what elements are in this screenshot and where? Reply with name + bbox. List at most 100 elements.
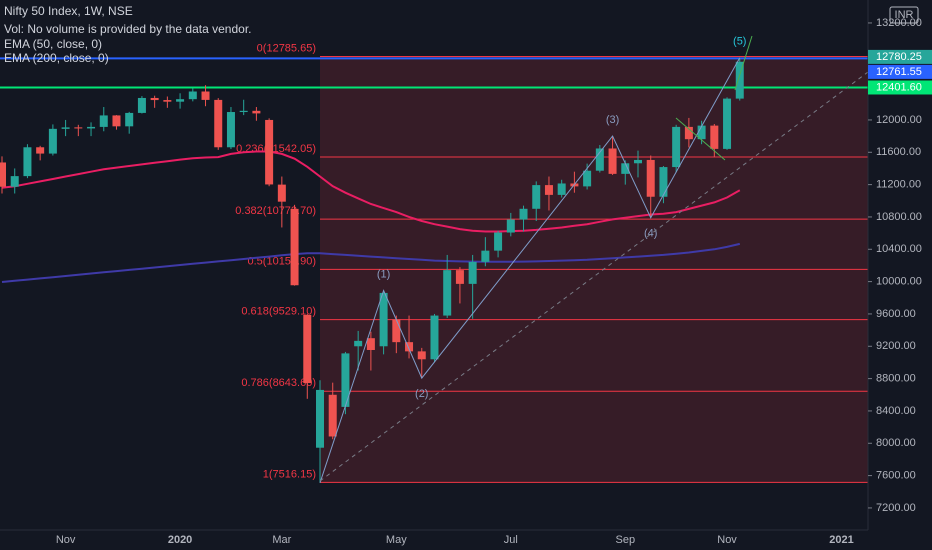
x-tick-label: Mar — [272, 534, 291, 546]
chart-subtitle: Vol: No volume is provided by the data v… — [4, 22, 251, 36]
x-tick-label: Jul — [504, 534, 518, 546]
candle-body — [634, 159, 642, 164]
y-tick-label: 7600.00 — [876, 470, 916, 482]
y-tick-label: 13200.00 — [876, 17, 922, 29]
fib-label: 0(12785.65) — [257, 42, 316, 54]
y-tick-label: 9600.00 — [876, 308, 916, 320]
candle-body — [214, 99, 223, 148]
x-tick-label: 2021 — [829, 534, 853, 546]
candle-body — [341, 353, 350, 407]
x-tick-label: May — [386, 534, 407, 546]
trend-line — [319, 71, 869, 482]
candle-body — [672, 126, 681, 168]
wave-label: (5) — [733, 36, 746, 48]
currency-label[interactable]: INR — [895, 9, 914, 21]
indicator-label: EMA (50, close, 0) — [4, 37, 102, 51]
candle-body — [176, 99, 185, 102]
candle-body — [481, 250, 490, 262]
candle-body — [519, 208, 528, 220]
candle-body — [265, 119, 274, 185]
candle-body — [201, 91, 210, 100]
candle-body — [430, 315, 439, 360]
candle-body — [544, 185, 553, 195]
candle-body — [506, 219, 515, 233]
price-badge-label: 12780.25 — [876, 51, 922, 63]
x-tick-label: Nov — [56, 534, 76, 546]
y-tick-label: 10800.00 — [876, 211, 922, 223]
wave-label: (1) — [377, 268, 390, 280]
candle-body — [150, 97, 159, 101]
candle-body — [723, 98, 732, 149]
y-tick-label: 7200.00 — [876, 502, 916, 514]
candle-body — [405, 342, 414, 352]
candle-body — [735, 61, 744, 99]
candle-body — [303, 314, 312, 384]
price-badge-label: 12401.60 — [876, 81, 922, 93]
y-tick-label: 10400.00 — [876, 243, 922, 255]
ema-line — [1, 242, 741, 283]
trend-line — [675, 117, 726, 161]
candle-body — [494, 232, 503, 251]
candle-body — [697, 125, 706, 140]
y-tick-label: 8800.00 — [876, 373, 916, 385]
candle-body — [0, 162, 6, 187]
y-tick-label: 12000.00 — [876, 114, 922, 126]
candle-body — [379, 292, 388, 347]
y-tick-label: 11200.00 — [876, 179, 921, 191]
candle-body — [163, 100, 172, 102]
candle-body — [354, 340, 363, 347]
candle-body — [455, 270, 464, 284]
candle-body — [583, 170, 592, 187]
candle-body — [316, 389, 324, 448]
chart-title: Nifty 50 Index, 1W, NSE — [4, 4, 133, 18]
candle-body — [61, 127, 70, 129]
candle-body — [646, 159, 655, 197]
y-tick-label: 11600.00 — [876, 146, 921, 158]
candle-body — [684, 126, 693, 140]
fib-label: 1(7516.15) — [263, 468, 316, 480]
candle-body — [532, 185, 541, 209]
candle-body — [710, 125, 719, 149]
candle-body — [443, 270, 452, 316]
price-badge — [868, 49, 932, 64]
candle-body — [125, 112, 134, 127]
wave-label: (3) — [606, 114, 619, 126]
candle-body — [417, 351, 426, 360]
candle-body — [277, 184, 286, 202]
price-badge-label: 12761.55 — [876, 66, 922, 78]
candle-body — [226, 112, 235, 148]
price-badge — [868, 64, 932, 79]
candle-body — [137, 97, 146, 113]
y-tick-label: 9200.00 — [876, 340, 916, 352]
ema-line — [1, 150, 741, 233]
candle-body — [74, 127, 83, 129]
candle-body — [328, 394, 337, 437]
candle-body — [621, 163, 630, 174]
candle-body — [608, 148, 617, 174]
candle-body — [290, 208, 299, 286]
candle-body — [99, 115, 108, 127]
x-tick-label: Sep — [615, 534, 635, 546]
wave-line — [319, 57, 741, 483]
fib-label: 0.786(8643.60) — [241, 377, 316, 389]
candle-body — [10, 176, 19, 187]
fib-label: 0.382(10772.70) — [235, 205, 316, 217]
wave-label: (2) — [415, 388, 428, 400]
candle-body — [468, 261, 477, 284]
fib-label: 0.618(9529.10) — [241, 306, 316, 318]
x-tick-label: Nov — [717, 534, 737, 546]
plot-area: 0(12785.65)0.236(11542.05)0.382(10772.70… — [0, 36, 868, 483]
candle-body — [239, 110, 248, 113]
candle-body — [112, 115, 121, 127]
currency-badge[interactable] — [889, 6, 919, 24]
candle-body — [188, 91, 197, 100]
indicator-label: EMA (200, close, 0) — [4, 51, 109, 65]
candle-body — [659, 167, 668, 197]
y-tick-label: 8400.00 — [876, 405, 916, 417]
candle-body — [595, 148, 604, 171]
candle-body — [36, 147, 45, 154]
candle-body — [392, 319, 401, 343]
y-tick-label: 8000.00 — [876, 437, 916, 449]
